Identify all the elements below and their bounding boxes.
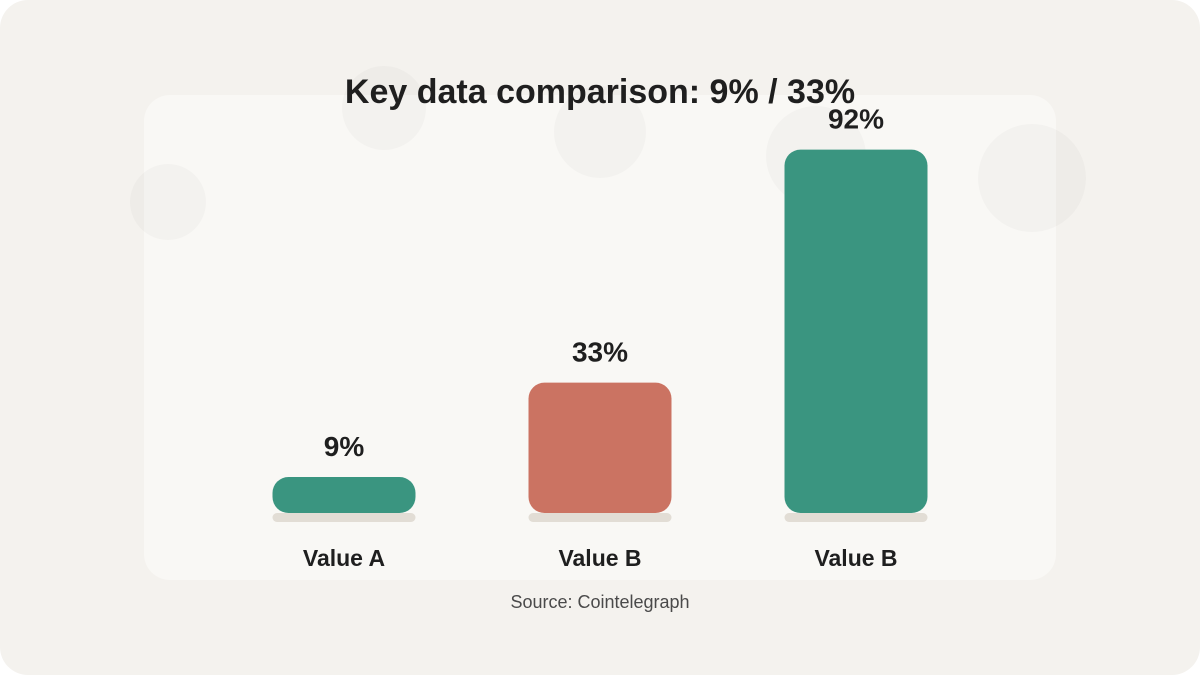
- bar-shadow: [784, 513, 928, 522]
- category-label: Value A: [303, 545, 385, 571]
- bar-shadow: [272, 513, 416, 522]
- bar-value-label: 9%: [324, 431, 365, 462]
- bar-2: [528, 382, 672, 513]
- bar-value-label: 92%: [828, 104, 884, 135]
- chart-title: Key data comparison: 9% / 33%: [345, 73, 855, 111]
- bars-layer: 9% Value A 33% Value B 92% Value B: [272, 104, 928, 571]
- bar-1: [272, 477, 416, 513]
- bar-value-label: 33%: [572, 337, 628, 368]
- category-label: Value B: [558, 545, 641, 571]
- chart-source: Source: Cointelegraph: [510, 592, 689, 612]
- bar-3: [784, 149, 928, 513]
- bar-shadow: [528, 513, 672, 522]
- category-label: Value B: [814, 545, 897, 571]
